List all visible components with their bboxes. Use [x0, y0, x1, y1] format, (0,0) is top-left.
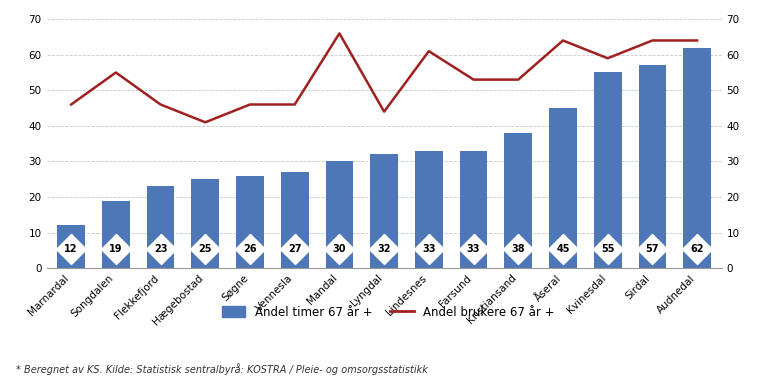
- Bar: [281, 172, 309, 268]
- Bar: [594, 72, 622, 268]
- Bar: [415, 151, 442, 268]
- Text: 33: 33: [467, 244, 480, 254]
- Text: 38: 38: [511, 244, 525, 254]
- Text: 57: 57: [646, 244, 659, 254]
- Text: 55: 55: [601, 244, 615, 254]
- Bar: [504, 133, 532, 268]
- Legend: Andel timer 67 år +, Andel brukere 67 år +: Andel timer 67 år +, Andel brukere 67 år…: [217, 301, 559, 324]
- Bar: [370, 154, 398, 268]
- Text: 27: 27: [288, 244, 301, 254]
- Text: 62: 62: [691, 244, 704, 254]
- Bar: [236, 176, 264, 268]
- Bar: [549, 108, 577, 268]
- Bar: [147, 186, 175, 268]
- Text: 30: 30: [333, 244, 346, 254]
- Bar: [459, 151, 487, 268]
- Text: 32: 32: [377, 244, 391, 254]
- Bar: [683, 47, 711, 268]
- Bar: [102, 201, 130, 268]
- Text: 12: 12: [64, 244, 78, 254]
- Bar: [57, 226, 85, 268]
- Text: 33: 33: [422, 244, 435, 254]
- Text: 19: 19: [109, 244, 123, 254]
- Text: 25: 25: [199, 244, 212, 254]
- Bar: [639, 65, 667, 268]
- Bar: [192, 179, 219, 268]
- Text: 26: 26: [243, 244, 257, 254]
- Text: 45: 45: [556, 244, 570, 254]
- Text: * Beregnet av KS. Kilde: Statistisk sentralbyrå: KOSTRA / Pleie- og omsorgsstati: * Beregnet av KS. Kilde: Statistisk sent…: [16, 363, 428, 375]
- Text: 23: 23: [154, 244, 168, 254]
- Bar: [326, 161, 353, 268]
